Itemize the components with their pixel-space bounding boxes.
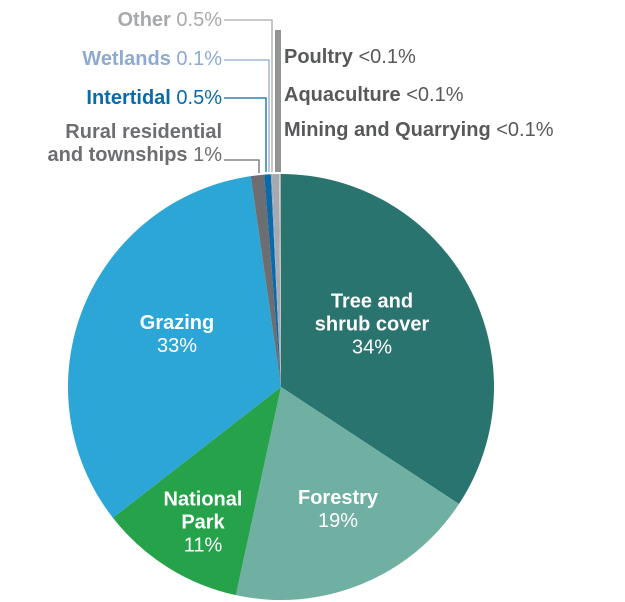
category-name: Aquaculture <box>284 84 401 106</box>
value-label: 34% <box>351 336 393 359</box>
leader-line <box>224 59 270 172</box>
pie-slice <box>279 174 281 387</box>
value-label: <0.1% <box>496 119 554 141</box>
pie-slice <box>278 174 281 387</box>
slice-label: National Park 11% <box>153 489 253 558</box>
slice-label: Rural residential and townships 1% <box>42 121 222 167</box>
category-name: Mining and Quarrying <box>284 119 491 141</box>
pie-slice <box>235 387 459 600</box>
leader-line <box>224 19 273 172</box>
pie-slice <box>264 174 281 387</box>
category-name: National Park <box>163 488 243 534</box>
category-name: Grazing <box>139 312 215 334</box>
category-name: Wetlands <box>82 48 171 70</box>
slice-label: Aquaculture <0.1% <box>284 84 624 107</box>
slice-label: Mining and Quarrying <0.1% <box>284 119 624 142</box>
slice-label: Forestry 19% <box>278 487 398 533</box>
slice-label: Tree and shrub cover 34% <box>310 291 435 360</box>
value-label: <0.1% <box>358 46 416 68</box>
slice-label: Intertidal 0.5% <box>0 87 222 110</box>
value-label: <0.1% <box>406 84 464 106</box>
leader-line <box>224 159 260 173</box>
value-label: 0.5% <box>176 87 222 109</box>
category-name: Forestry <box>297 487 379 509</box>
value-label: 19% <box>317 510 359 532</box>
pie-slice <box>270 174 281 387</box>
pie-slice <box>280 174 281 387</box>
category-name: Poultry <box>284 46 353 68</box>
slice-label: Wetlands 0.1% <box>0 48 222 71</box>
pie-slice <box>281 174 494 505</box>
slice-label: Poultry <0.1% <box>284 46 624 69</box>
value-label: 0.1% <box>176 48 222 70</box>
category-name: Other <box>117 9 171 31</box>
leader-line <box>224 97 267 172</box>
pie-slice <box>112 387 281 596</box>
slice-label: Other 0.5% <box>0 9 223 32</box>
pie-slice <box>250 174 281 387</box>
category-name: Tree and shrub cover <box>314 290 430 336</box>
value-label: 11% <box>183 534 223 557</box>
value-label: 33% <box>156 335 198 357</box>
category-name: Intertidal <box>86 87 171 109</box>
slice-label: Grazing 33% <box>117 312 237 358</box>
pie-slice <box>67 176 281 518</box>
pie-slice <box>272 174 281 387</box>
category-name: Rural residential and townships <box>47 121 222 166</box>
value-label: 1% <box>193 144 222 166</box>
value-label: 0.5% <box>176 9 222 31</box>
